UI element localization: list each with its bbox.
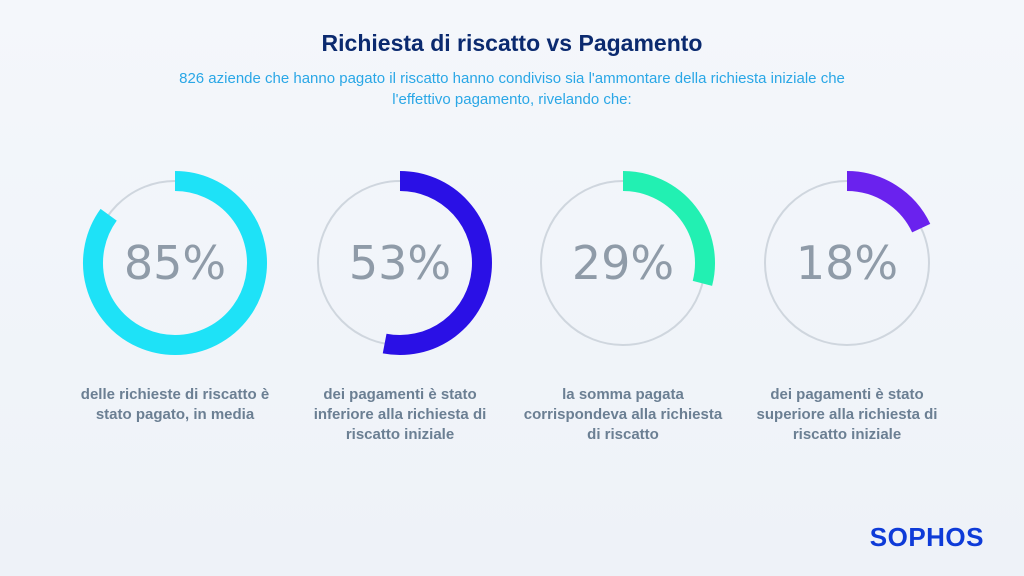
donut-percent-label: 53% [349, 236, 451, 290]
donut-chart-2: 53% [305, 168, 495, 358]
donut-svg-1: 85% [83, 171, 267, 355]
donut-arc [382, 171, 492, 355]
donut-percent-label: 18% [796, 236, 898, 290]
donut-percent-label: 29% [572, 236, 674, 290]
donut-chart-1: 85% [80, 168, 270, 358]
donut-chart-3: 29% [528, 168, 718, 358]
donut-svg-2: 53% [317, 171, 492, 355]
donut-svg-4: 18% [764, 171, 931, 346]
sophos-logo: SOPHOS [869, 522, 984, 552]
donut-caption-3: la somma pagata corrispondeva alla richi… [523, 386, 723, 443]
page-subtitle: 826 aziende che hanno pagato il riscatto… [179, 70, 845, 108]
page-title: Richiesta di riscatto vs Pagamento [321, 30, 703, 56]
donut-caption-2: dei pagamenti è stato inferiore alla ric… [313, 386, 487, 443]
donut-svg-3: 29% [540, 171, 715, 346]
donut-caption-4: dei pagamenti è stato superiore alla ric… [756, 386, 938, 443]
donut-chart-4: 18% [752, 168, 942, 358]
donut-percent-label: 85% [124, 236, 226, 290]
donut-caption-1: delle richieste di riscatto è stato paga… [80, 386, 270, 423]
donut-arc [846, 171, 931, 233]
donut-arc [622, 171, 715, 286]
donut-arc [83, 171, 267, 355]
